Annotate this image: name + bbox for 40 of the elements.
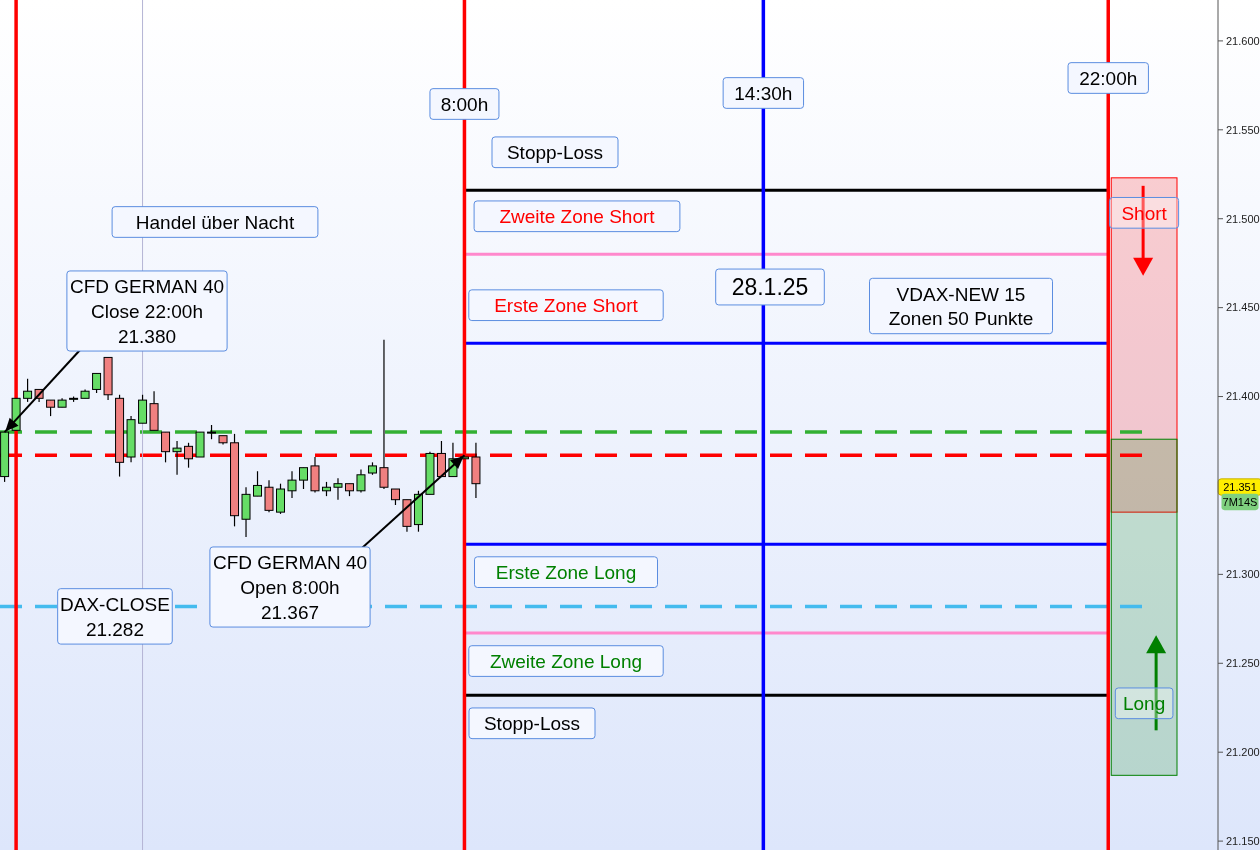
ref-line-label: Stopp-Loss <box>483 713 581 735</box>
annotation: CFD GERMAN 40 Close 22:00h 21.380 <box>69 276 225 347</box>
y-tick-label: 21.450 <box>1226 301 1260 314</box>
candlestick <box>92 372 102 394</box>
candlestick <box>161 431 171 463</box>
text: 7M14S <box>1222 496 1258 508</box>
candlestick <box>23 378 33 403</box>
candlestick <box>253 470 263 497</box>
candlestick <box>264 479 274 513</box>
ref-line-label: 8:00h <box>440 93 489 115</box>
annotation: VDAX-NEW 15 Zonen 50 Punkte <box>888 283 1034 330</box>
ref-line-label: Stopp-Loss <box>506 142 604 164</box>
y-tick-label: 21.500 <box>1226 212 1260 225</box>
candlestick <box>379 339 389 490</box>
candlestick <box>184 442 194 469</box>
annotation: DAX-CLOSE 21.282 <box>60 593 170 640</box>
candlestick <box>333 477 343 501</box>
ref-line-label: Zweite Zone Short <box>499 206 656 228</box>
y-tick-label: 21.250 <box>1226 657 1260 670</box>
annotation: CFD GERMAN 40 Open 8:00h 21.367 <box>212 552 368 623</box>
y-tick-label: 21.400 <box>1226 390 1260 403</box>
candlestick <box>299 467 308 490</box>
annotation: 28.1.25 <box>731 274 809 301</box>
y-tick-label: 21.600 <box>1226 34 1260 47</box>
candlestick <box>287 470 297 499</box>
candlestick <box>172 440 182 476</box>
ref-line-label: Zweite Zone Long <box>489 650 643 672</box>
y-tick-label: 21.150 <box>1226 834 1260 847</box>
ref-line-label: Erste Zone Short <box>494 295 639 317</box>
candlestick <box>138 394 148 424</box>
y-tick-label: 21.200 <box>1226 746 1260 759</box>
ref-line-label: Erste Zone Long <box>495 562 637 584</box>
candlestick <box>276 483 286 515</box>
ref-line-label: 22:00h <box>1079 67 1138 89</box>
ref-line-label: 14:30h <box>734 82 793 104</box>
text: 21.351 <box>1223 481 1257 493</box>
annotation: Handel über Nacht <box>135 211 295 233</box>
y-tick-label: 21.550 <box>1226 123 1260 136</box>
candlestick <box>356 468 366 494</box>
y-tick-label: 21.300 <box>1226 568 1260 581</box>
